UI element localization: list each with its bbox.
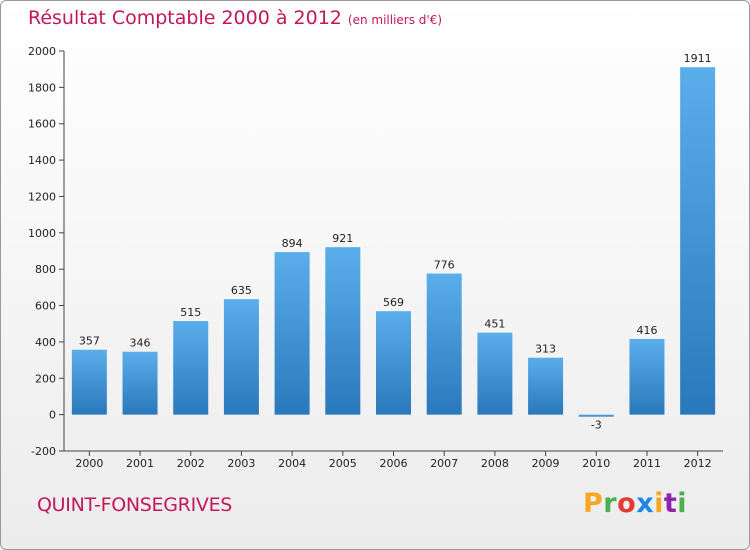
x-tick-label: 2010 bbox=[582, 457, 610, 470]
data-label-2003: 635 bbox=[231, 284, 252, 297]
y-tick-label: 1200 bbox=[28, 190, 56, 203]
x-tick-label: 2004 bbox=[278, 457, 306, 470]
data-label-2009: 313 bbox=[535, 343, 556, 356]
x-tick-label: 2008 bbox=[481, 457, 509, 470]
chart-subtitle: (en milliers d'€) bbox=[347, 13, 443, 27]
x-tick-label: 2011 bbox=[633, 457, 661, 470]
x-tick-label: 2003 bbox=[227, 457, 255, 470]
bar-2005 bbox=[325, 247, 361, 415]
bar-2008 bbox=[477, 332, 513, 415]
x-tick-label: 2000 bbox=[75, 457, 103, 470]
bar-2010 bbox=[578, 414, 614, 417]
logo-letter: r bbox=[603, 488, 618, 519]
bar-2001 bbox=[122, 351, 158, 415]
y-tick-label: 200 bbox=[35, 372, 56, 385]
logo-letter: i bbox=[654, 488, 664, 519]
y-tick-label: 1800 bbox=[28, 81, 56, 94]
bar-2009 bbox=[528, 357, 564, 415]
bar-2000 bbox=[71, 349, 107, 415]
y-tick-label: 600 bbox=[35, 300, 56, 313]
location-name: QUINT-FONSEGRIVES bbox=[37, 494, 233, 516]
logo-letter: P bbox=[583, 488, 604, 519]
bar-2004 bbox=[274, 252, 310, 415]
x-tick-label: 2002 bbox=[177, 457, 205, 470]
logo-letter: x bbox=[636, 488, 655, 519]
bar-2002 bbox=[173, 321, 209, 415]
data-label-2008: 451 bbox=[484, 318, 505, 331]
data-label-2012: 1911 bbox=[684, 52, 712, 65]
x-tick-label: 2009 bbox=[532, 457, 560, 470]
y-axis-ticks: -200 0 200 400 600 800 1000 1200 1400 1600 1800 200… bbox=[28, 45, 64, 458]
data-label-2000: 357 bbox=[79, 335, 100, 348]
title-text: Résultat Comptable 2000 à 2012 bbox=[28, 7, 342, 29]
data-label-2011: 416 bbox=[636, 324, 657, 337]
proxiti-logo[interactable]: Proxiti bbox=[583, 488, 687, 519]
data-label-2002: 515 bbox=[180, 306, 201, 319]
logo-letter: t bbox=[663, 488, 678, 519]
y-tick-label: 0 bbox=[49, 409, 56, 422]
data-label-2005: 921 bbox=[332, 232, 353, 245]
y-tick-label: 1400 bbox=[28, 154, 56, 167]
data-label-2006: 569 bbox=[383, 296, 404, 309]
data-label-2010: -3 bbox=[591, 419, 602, 432]
x-axis-ticks: 2000 2001 2002 2003 2004 2005 2006 2007 2008 2009… bbox=[75, 451, 712, 470]
chart-title: Résultat Comptable 2000 à 2012 (en millie… bbox=[28, 7, 442, 29]
x-tick-label: 2007 bbox=[430, 457, 458, 470]
bar-2012 bbox=[680, 67, 716, 415]
y-tick-label: -200 bbox=[31, 445, 56, 458]
x-tick-label: 2006 bbox=[380, 457, 408, 470]
x-tick-label: 2012 bbox=[684, 457, 712, 470]
logo-letter: o bbox=[617, 488, 637, 519]
bar-2003 bbox=[223, 299, 259, 415]
x-tick-label: 2001 bbox=[126, 457, 154, 470]
bar-2006 bbox=[376, 311, 411, 415]
logo-letter: i bbox=[677, 488, 688, 519]
y-tick-label: 1000 bbox=[28, 227, 56, 240]
data-label-2001: 346 bbox=[130, 337, 151, 350]
bar-2007 bbox=[426, 273, 462, 415]
x-tick-label: 2005 bbox=[329, 457, 357, 470]
y-tick-label: 800 bbox=[35, 263, 56, 276]
data-label-2004: 894 bbox=[282, 237, 303, 250]
data-label-2007: 776 bbox=[434, 259, 455, 272]
y-tick-label: 2000 bbox=[28, 45, 56, 58]
bars-group: 357 346 515 635 894 921 569 776 451 313 -3 416 1911 bbox=[71, 52, 716, 432]
y-tick-label: 1600 bbox=[28, 118, 56, 131]
bar-2011 bbox=[629, 339, 665, 415]
y-tick-label: 400 bbox=[35, 336, 56, 349]
